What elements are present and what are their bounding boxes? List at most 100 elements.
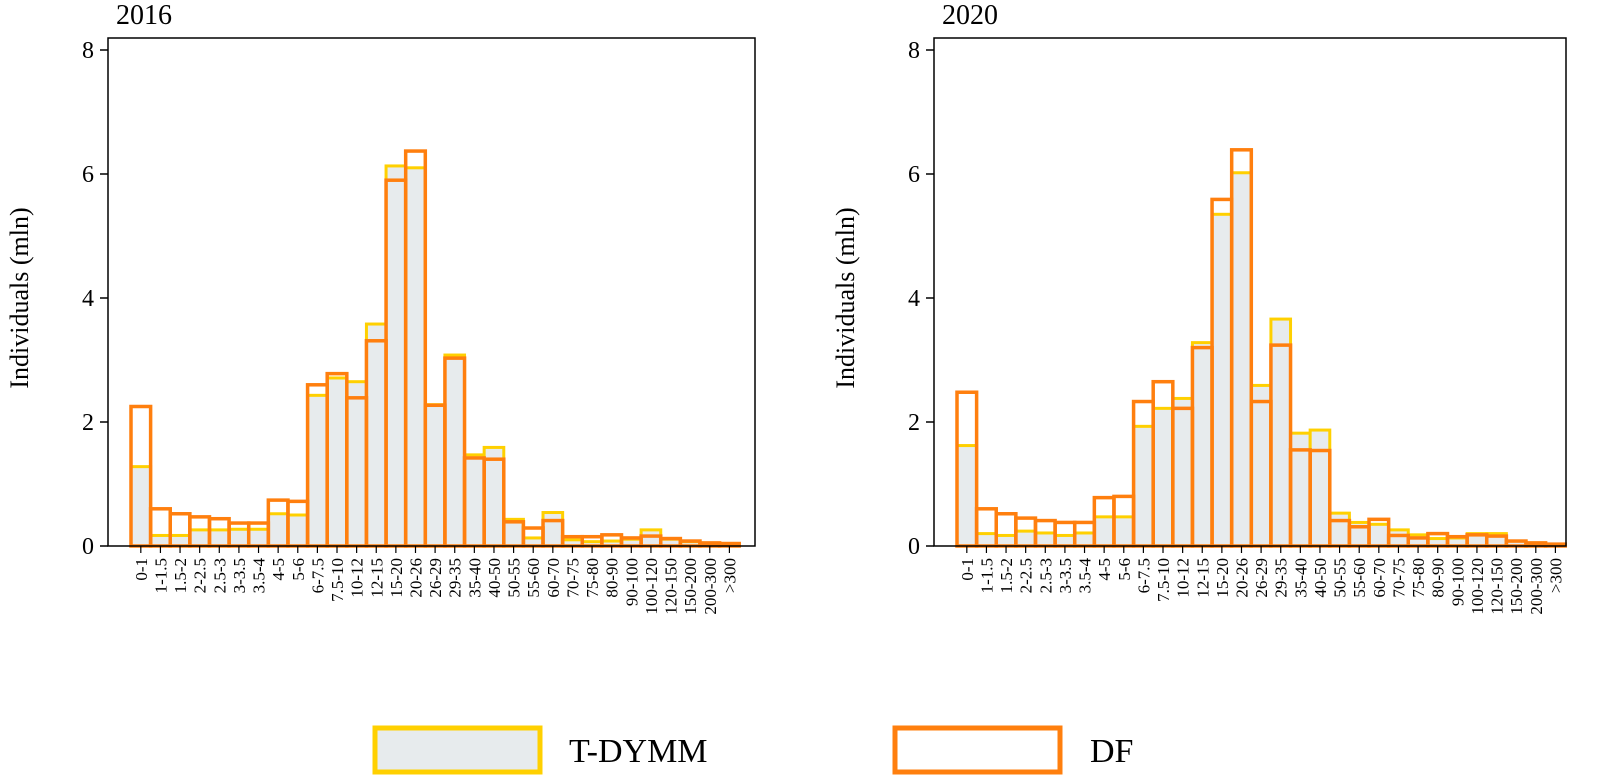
bar-tdymm [1073, 531, 1096, 548]
x-tick-label: 80-90 [603, 558, 622, 598]
legend-item-df: DF [892, 725, 1133, 775]
legend: T-DYMM DF [372, 725, 1133, 775]
bar-tdymm [463, 453, 486, 548]
bar-tdymm [1132, 424, 1155, 548]
bar-tdymm [1112, 515, 1136, 548]
legend-label-df: DF [1090, 733, 1133, 770]
x-tick-label: 90-100 [1448, 558, 1467, 606]
x-tick-label: 60-70 [544, 558, 563, 598]
x-tick-label: >300 [1546, 558, 1565, 593]
bar-tdymm [384, 164, 408, 548]
x-tick-label: 120-150 [1488, 558, 1507, 615]
x-tick-label: 2.5-3 [1036, 558, 1055, 593]
y-tick-label: 2 [82, 410, 94, 436]
x-tick-label: 60-70 [1370, 558, 1389, 598]
bar-tdymm [286, 513, 310, 548]
x-tick-label: 150-200 [1507, 558, 1526, 615]
x-tick-label: 10-12 [1174, 558, 1193, 598]
bar-tdymm [639, 528, 663, 548]
x-tick-label: 20-26 [406, 558, 425, 598]
bar-tdymm [975, 532, 998, 548]
x-tick-label: 3-3.5 [230, 558, 249, 593]
x-tick-label: 26-29 [426, 558, 445, 598]
x-tick-label: >300 [720, 558, 739, 593]
bar-tdymm [1308, 428, 1332, 548]
x-tick-label: 1-1.5 [151, 558, 170, 593]
bar-tdymm [541, 511, 565, 548]
bar-tdymm [423, 403, 447, 548]
x-tick-label: 7.5-10 [1154, 558, 1173, 602]
bar-tdymm [1151, 406, 1175, 548]
x-tick-label: 3-3.5 [1056, 558, 1075, 593]
x-tick-label: 1-1.5 [977, 558, 996, 593]
bar-tdymm [1210, 212, 1234, 548]
x-tick-label: 120-150 [662, 558, 681, 615]
y-tick-label: 4 [908, 286, 920, 312]
legend-label-tdymm: T-DYMM [569, 733, 708, 770]
bar-tdymm [207, 528, 231, 548]
bar-tdymm [1328, 511, 1351, 548]
y-tick-label: 8 [908, 38, 920, 64]
chart-title-2020: 2020 [942, 0, 998, 31]
bar-tdymm [364, 322, 388, 548]
x-tick-label: 2-2.5 [191, 558, 210, 593]
bar-tdymm [1269, 317, 1293, 548]
x-tick-label: 5-6 [289, 558, 308, 581]
x-tick-label: 5-6 [1115, 558, 1134, 581]
bar-tdymm [1367, 522, 1391, 548]
x-tick-label: 55-60 [524, 558, 543, 598]
x-tick-label: 0-1 [958, 558, 977, 581]
x-tick-label: 6-7.5 [308, 558, 327, 593]
x-tick-label: 75-80 [1409, 558, 1428, 598]
x-tick-label: 40-50 [485, 558, 504, 598]
legend-item-tdymm: T-DYMM [372, 725, 708, 775]
x-tick-label: 6-7.5 [1134, 558, 1153, 593]
bar-tdymm [325, 376, 349, 548]
bar-tdymm [1033, 531, 1057, 548]
x-tick-label: 75-80 [583, 558, 602, 598]
bar-tdymm [443, 353, 467, 548]
x-tick-label: 3.5-4 [1076, 558, 1095, 594]
y-tick-label: 0 [82, 534, 94, 560]
bar-tdymm [1230, 171, 1253, 548]
x-tick-label: 50-55 [1331, 558, 1350, 598]
x-tick-label: 2-2.5 [1017, 558, 1036, 593]
x-tick-label: 10-12 [348, 558, 367, 598]
y-tick-label: 2 [908, 410, 920, 436]
bar-tdymm [247, 527, 270, 548]
x-tick-label: 4-5 [269, 558, 288, 581]
bar-tdymm [1387, 528, 1410, 548]
x-tick-label: 15-20 [387, 558, 406, 598]
y-tick-label: 4 [82, 286, 94, 312]
bar-tdymm [404, 166, 427, 548]
bar-tdymm [188, 528, 211, 548]
plot-frame [933, 37, 1567, 547]
plot-frame [107, 37, 756, 547]
legend-swatch-df [892, 725, 1063, 775]
x-tick-label: 40-50 [1311, 558, 1330, 598]
bar-tdymm [306, 393, 329, 548]
x-tick-label: 20-26 [1232, 558, 1251, 598]
bar-tdymm [227, 527, 251, 548]
x-tick-label: 70-75 [1389, 558, 1408, 598]
bar-tdymm [1249, 383, 1273, 548]
x-tick-label: 1.5-2 [997, 558, 1016, 593]
bar-tdymm [482, 445, 506, 548]
x-tick-label: 0-1 [132, 558, 151, 581]
bar-tdymm [345, 380, 368, 548]
x-tick-label: 200-300 [1527, 558, 1546, 615]
x-tick-label: 15-20 [1213, 558, 1232, 598]
y-tick-label: 0 [908, 534, 920, 560]
x-tick-label: 12-15 [367, 558, 386, 598]
x-tick-label: 80-90 [1429, 558, 1448, 598]
chart-title-2016: 2016 [116, 0, 172, 31]
bar-tdymm [1190, 341, 1214, 548]
y-tick-label: 8 [82, 38, 94, 64]
x-tick-label: 35-40 [1291, 558, 1310, 598]
x-tick-label: 4-5 [1095, 558, 1114, 581]
legend-swatch-tdymm [372, 725, 543, 775]
x-tick-label: 100-120 [642, 558, 661, 615]
x-tick-label: 200-300 [701, 558, 720, 615]
